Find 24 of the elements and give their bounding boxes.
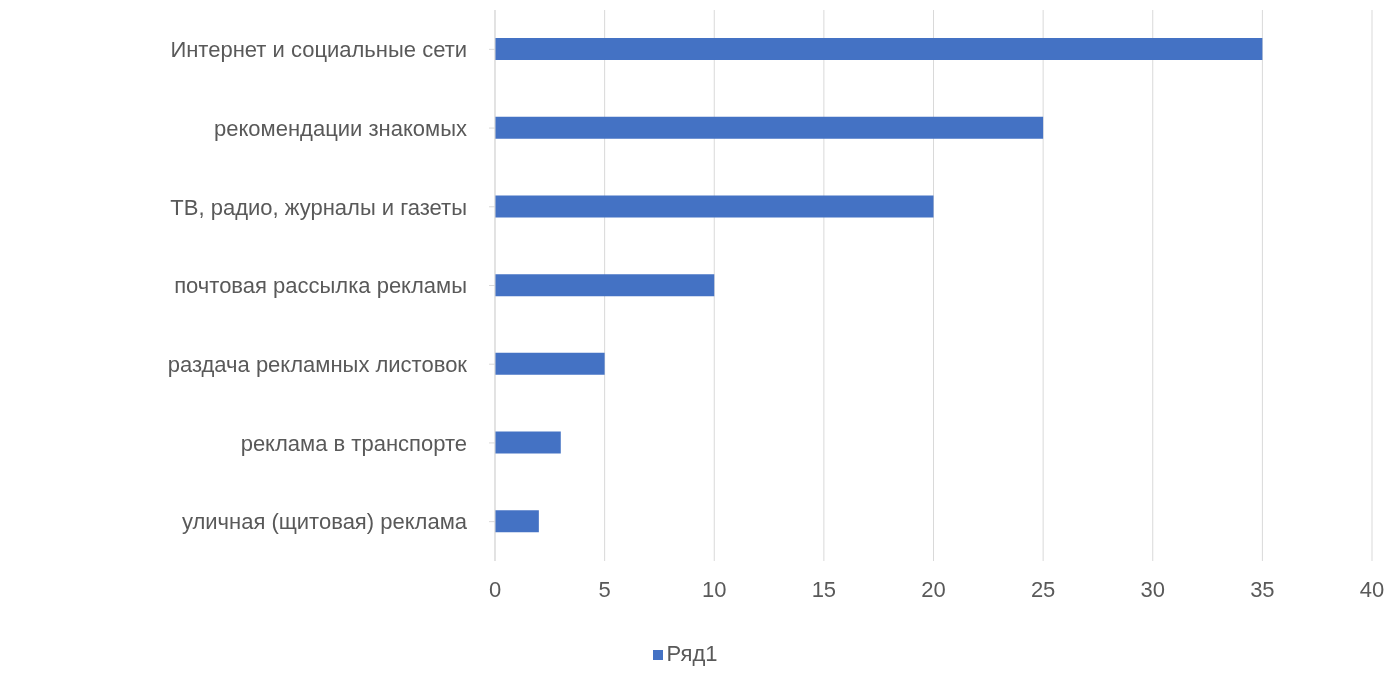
y-tick-label: рекомендации знакомых: [214, 115, 467, 141]
y-tick-label: ТВ, радио, журналы и газеты: [170, 194, 467, 220]
bar: [495, 195, 934, 218]
x-tick-label: 15: [811, 576, 837, 602]
x-tick-label: 25: [1030, 576, 1056, 602]
y-tick-label: Интернет и социальные сети: [170, 37, 467, 63]
x-tick-label: 20: [921, 576, 946, 602]
x-tick-label: 30: [1140, 576, 1165, 602]
legend-label: Ряд1: [666, 641, 718, 666]
x-tick-label: 10: [702, 576, 727, 602]
bar: [495, 431, 561, 454]
x-tick-label: 35: [1250, 576, 1275, 602]
y-tick-label: раздача рекламных листовок: [167, 352, 468, 378]
x-tick-label: 40: [1359, 576, 1385, 602]
y-tick-label: почтовая рассылка рекламы: [174, 273, 467, 299]
bar: [495, 274, 715, 297]
x-tick-label: 5: [598, 576, 611, 602]
bar: [495, 352, 605, 375]
bar: [495, 38, 1263, 60]
y-tick-label: реклама в транспорте: [240, 430, 467, 456]
y-tick-label: уличная (щитовая) реклама: [181, 509, 468, 535]
bar: [495, 510, 539, 533]
x-tick-label: 0: [488, 576, 502, 602]
bar: [495, 116, 1044, 139]
